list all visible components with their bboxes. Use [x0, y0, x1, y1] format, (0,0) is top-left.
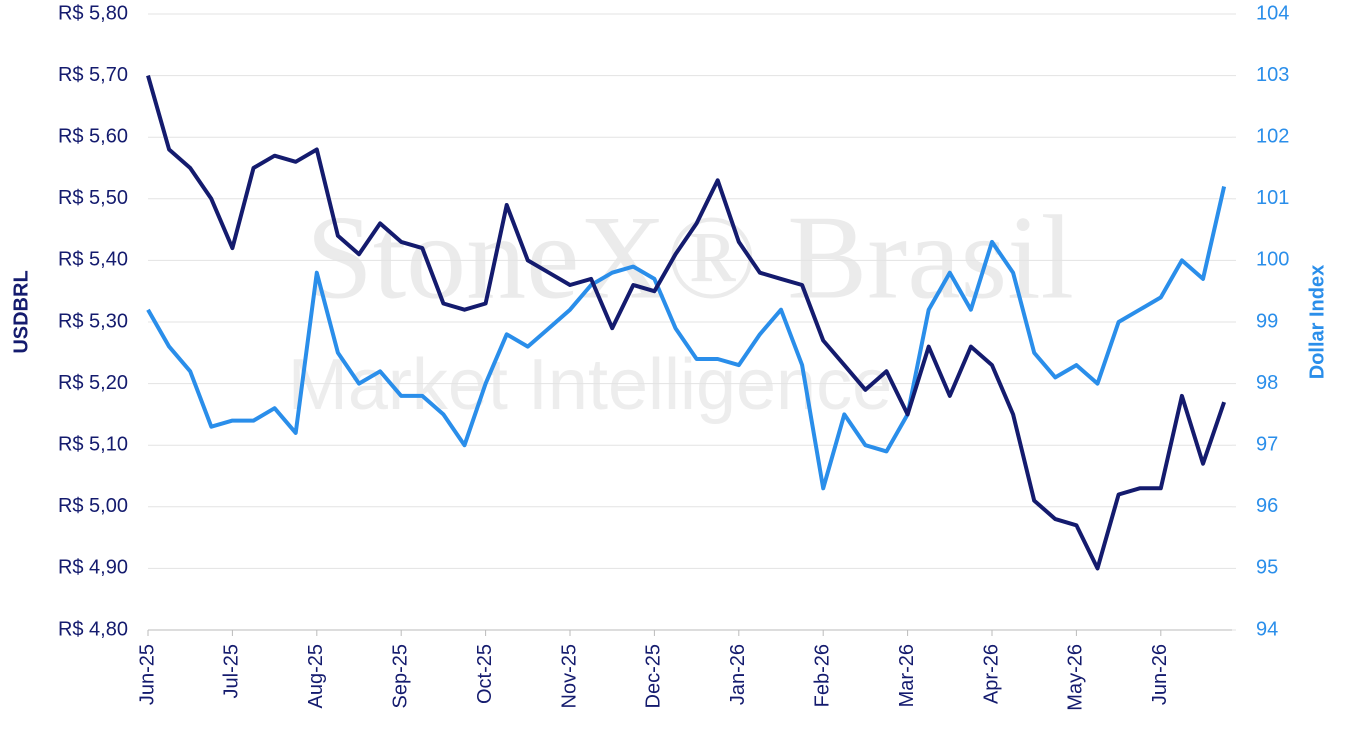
y-tick-label: R$ 4,80	[58, 618, 128, 640]
y-tick-label: R$ 5,50	[58, 187, 128, 209]
y-tick-label: R$ 5,30	[58, 310, 128, 332]
watermark: StoneX® Brasil	[306, 191, 1074, 324]
y-tick-label: R$ 5,10	[58, 433, 128, 455]
y-tick-label: R$ 5,40	[58, 249, 128, 271]
y2-tick-label: 96	[1256, 495, 1278, 517]
y2-tick-label: 94	[1256, 618, 1278, 640]
y-axis-label: USDBRL	[10, 270, 32, 353]
y2-tick-label: 104	[1256, 2, 1289, 24]
x-tick-label: Feb-26	[811, 644, 833, 707]
y2-tick-label: 98	[1256, 372, 1278, 394]
x-tick-label: Jul-25	[221, 644, 243, 698]
x-tick-label: Apr-26	[980, 644, 1002, 704]
y-tick-label: R$ 5,80	[58, 2, 128, 24]
y-tick-label: R$ 4,90	[58, 557, 128, 579]
y2-tick-label: 101	[1256, 187, 1289, 209]
x-tick-label: Mar-26	[896, 644, 918, 707]
x-tick-label: Jun-25	[136, 644, 158, 705]
y-tick-label: R$ 5,20	[58, 372, 128, 394]
y2-tick-label: 102	[1256, 125, 1289, 147]
y2-tick-label: 95	[1256, 557, 1278, 579]
y-tick-label: R$ 5,60	[58, 125, 128, 147]
x-tick-label: May-26	[1065, 644, 1087, 711]
watermark: Market Intelligence	[288, 345, 892, 425]
series-line	[146, 75, 1226, 571]
y2-tick-label: 100	[1256, 249, 1289, 271]
x-tick-label: Jan-26	[727, 644, 749, 705]
x-tick-label: Sep-25	[389, 644, 411, 709]
y2-axis-label: Dollar Index	[1306, 265, 1328, 379]
y2-tick-label: 99	[1256, 310, 1278, 332]
series-line	[146, 186, 1227, 491]
y2-tick-label: 97	[1256, 433, 1278, 455]
x-tick-label: Oct-25	[474, 644, 496, 704]
y-tick-label: R$ 5,70	[58, 64, 128, 86]
x-tick-label: Dec-25	[643, 644, 665, 708]
y-tick-label: R$ 5,00	[58, 495, 128, 517]
x-tick-label: Nov-25	[558, 644, 580, 708]
y2-tick-label: 103	[1256, 64, 1289, 86]
x-tick-label: Aug-25	[305, 644, 327, 709]
x-tick-label: Jun-26	[1149, 644, 1171, 705]
